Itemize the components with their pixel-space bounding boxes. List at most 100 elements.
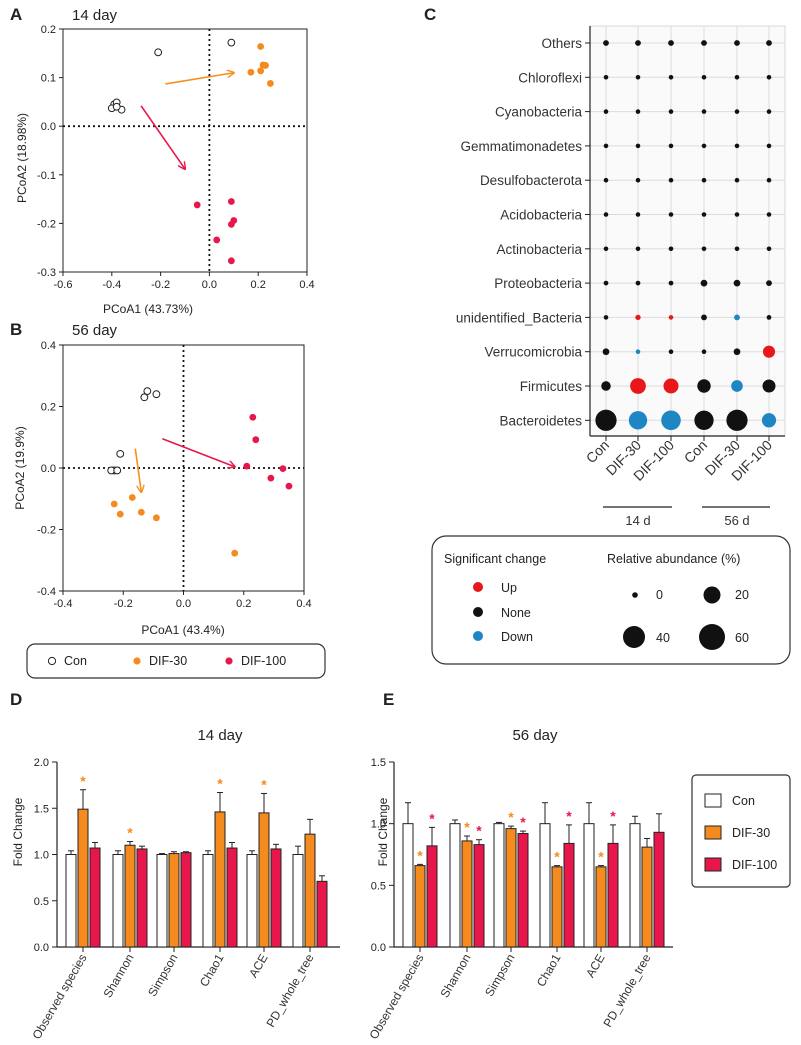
panel-d-significance-mark: * [80,773,86,789]
panel-d-category-label: Observed species [29,952,89,1042]
panel-b-point-con [152,390,161,399]
panel-e-bar-dif100 [473,844,485,948]
panel-e-bar-dif100 [426,845,438,948]
panel-d-category-label: Shannon [100,952,136,1001]
panel-d-ytick-label: 2.0 [34,757,49,769]
panel-c-bubble [766,109,772,114]
panel-e-category-label: ACE [583,952,607,980]
panel-e-ytick-label: 1.0 [371,819,386,831]
panel-d-bar-con [292,854,304,948]
panel-c-bubble [766,143,772,149]
panel-d-bar-dif30 [124,844,136,948]
panel-c-taxon-label: Cyanobacteria [495,105,583,120]
panel-d-ytick-label: 0.0 [34,942,49,954]
panel-a-ytick-label: -0.3 [37,267,56,279]
panel-e-significance-mark: * [508,809,514,825]
panel-b-xtick-label: -0.2 [114,598,133,610]
panel-c-bubble [668,40,674,46]
panel-d-bar-dif30 [214,811,226,948]
panel-a-point-dif30 [257,43,265,50]
panel-e-bar-dif100 [653,831,665,948]
panel-c-bubble [668,75,674,80]
panel-c-bubble [668,246,674,252]
panel-c-bubble [734,246,740,252]
legend-c-size-20-label: 20 [735,588,749,602]
panel-d-ytick-label: 1.5 [34,803,49,815]
panel-c-bubble [766,212,772,217]
legend-de: Con DIF-30 DIF-100 [691,774,791,888]
panel-c-bubble [701,246,707,252]
panel-c-bubble [701,212,707,217]
panel-d-bar-con [156,854,168,948]
panel-e-bar-dif100 [563,842,575,948]
panel-d-bar-dif30 [304,833,316,948]
panel-c-bubble [628,411,648,430]
panel-c-taxon-label: Bacteroidetes [499,413,582,428]
panel-c-taxon-label: Proteobacteria [494,276,582,291]
panel-letter-d: D [10,690,22,709]
legend-ab-dif30-marker [133,657,141,665]
panel-a-plot-frame [62,28,308,273]
panel-c-bubble [733,279,741,287]
panel-b-point-dif100 [249,413,257,421]
panel-a-xtick-label: -0.6 [54,279,73,291]
panel-c-bubble [701,314,707,321]
panel-e-bar-dif30 [551,866,563,948]
panel-b-point-con [140,393,149,402]
panel-c-bubble [603,246,609,252]
panel-c-bubble [603,40,609,46]
panel-c-bubble [701,75,707,80]
panel-d-title: 14 day [197,727,243,744]
panel-letter-c: C [424,5,436,24]
panel-d-significance-mark: * [127,825,133,841]
legend-c-size-40-label: 40 [656,631,670,645]
panel-e-category-label: PD_whole_tree [600,951,653,1029]
panel-c-bubble [761,413,777,428]
panel-e-category-label: Chao1 [534,951,564,989]
panel-b-point-dif30 [128,494,136,501]
panel-c-bubble [734,143,740,149]
panel-c-bubble [734,109,740,114]
panel-c-bubble [603,75,609,80]
panel-a-ylabel: PCoA2 (18.98%) [15,113,29,203]
panel-d-bar-dif30 [77,808,89,948]
panel-c-bubble [734,177,740,183]
panel-d-bar-con [246,854,258,948]
panel-b-xlabel: PCoA1 (43.4%) [141,623,224,637]
legend-c-up-label: Up [501,581,517,595]
panel-c-taxon-label: Verrucomicrobia [484,345,582,360]
panel-b-title: 56 day [72,322,118,339]
panel-c-bubble [701,109,707,114]
legend-c-up-marker [473,582,483,592]
panel-b-xtick-label: 0.4 [296,598,311,610]
panel-e-bar-con [629,823,641,948]
panel-e-bar-dif30 [595,866,607,948]
panel-c-bubble [734,212,740,217]
panel-c-taxon-label: Chloroflexi [518,70,582,85]
panel-a-ytick-label: 0.2 [41,24,56,36]
panel-c-bubble [635,314,641,321]
panel-a-xtick-label: 0.0 [202,279,217,291]
panel-c-bubble [700,279,708,287]
panel-c-taxon-label: Firmicutes [520,379,583,394]
panel-a-xtick-label: 0.4 [299,279,314,291]
panel-c-bubble [766,246,772,252]
panel-a-shift-arrow-arrow30 [165,73,233,85]
panel-c-bubble [630,378,646,394]
legend-ab-dif100-marker [225,657,233,665]
panel-c-bubble-chart: Others Chloroflexi Cyanobacteria Gemmatimon… [456,25,786,528]
panel-d-bar-dif100 [180,852,192,948]
panel-b-pcoa-56-day: -0.4 -0.2 0.0 0.2 0.4 0.4 0.2 0.0 -0.2 -0.4 [37,340,312,610]
panel-d-bar-dif100 [226,847,238,948]
panel-c-bubble [734,75,740,80]
panel-c-bubble [726,409,748,431]
panel-c-bubble [668,280,674,286]
panel-e-bar-56-day: 0.0 0.5 1.0 1.5 Observed species * * Shannon * * S… [366,757,673,1042]
panel-e-significance-mark: * [520,814,526,830]
panel-d-bar-dif100 [136,848,148,948]
panel-e-bar-con [539,823,551,948]
panel-b-point-dif30 [137,508,145,516]
legend-ab-frame [26,643,326,679]
panel-b-shift-arrow-arrow100 [162,438,234,467]
legend-c-size-0-marker [632,592,638,598]
